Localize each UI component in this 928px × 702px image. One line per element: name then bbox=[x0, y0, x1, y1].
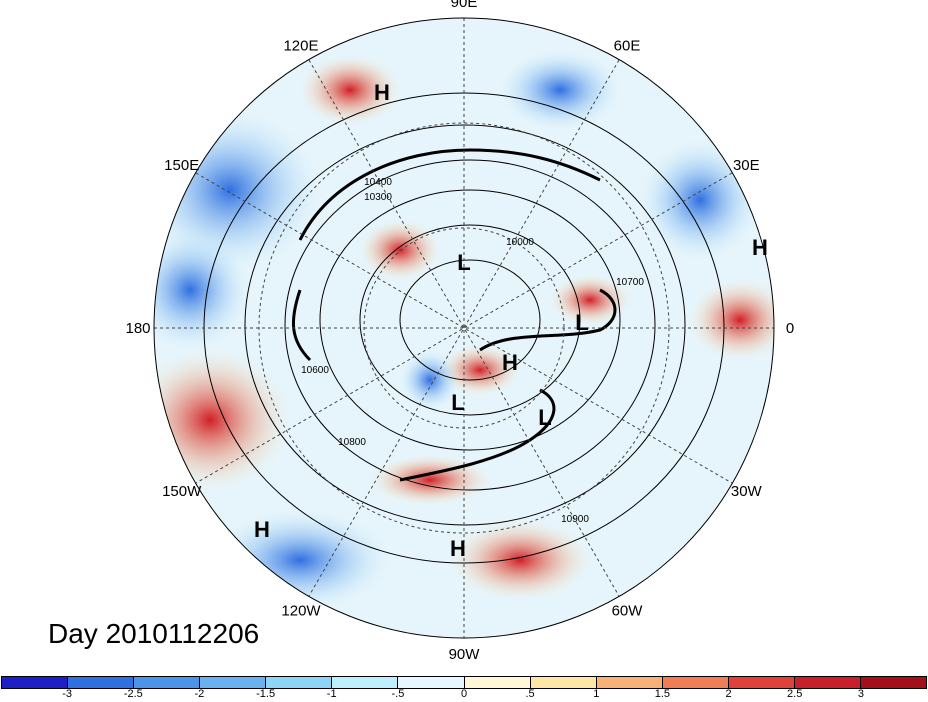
colorbar-cell bbox=[398, 677, 465, 688]
high-pressure-center: H bbox=[752, 235, 768, 260]
colorbar-tick-label: -3 bbox=[62, 688, 72, 700]
longitude-label: 90E bbox=[451, 0, 478, 11]
colorbar-tick-label: 0 bbox=[460, 688, 468, 700]
colorbar-tick-label: -.5 bbox=[391, 688, 405, 700]
low-pressure-center: L bbox=[575, 310, 588, 335]
map-boundary bbox=[153, 17, 775, 639]
contour-label: 10900 bbox=[561, 514, 589, 525]
colorbar-cell bbox=[530, 677, 597, 688]
low-pressure-center: L bbox=[451, 390, 464, 415]
colorbar-cell bbox=[68, 677, 135, 688]
high-pressure-center: H bbox=[374, 80, 390, 105]
colorbar-tick-label: 1 bbox=[593, 688, 600, 700]
colorbar-cell bbox=[2, 677, 69, 688]
contour-label: 10800 bbox=[338, 437, 366, 448]
colorbar-tick-label: 1.5 bbox=[654, 688, 671, 700]
longitude-label: 150W bbox=[162, 483, 202, 500]
colorbar-cell bbox=[464, 677, 531, 688]
colorbar-cell bbox=[332, 677, 399, 688]
colorbar-tick-label: .5 bbox=[525, 688, 535, 700]
colorbar-tick-label: -1.5 bbox=[256, 688, 276, 700]
high-pressure-center: H bbox=[450, 536, 466, 561]
longitude-label: 30W bbox=[731, 483, 763, 500]
contour-label: 10300 bbox=[364, 192, 392, 203]
graticule bbox=[154, 18, 774, 638]
anomaly-patches bbox=[154, 50, 774, 610]
colorbar-tick-label: 3 bbox=[857, 688, 864, 700]
longitude-label: 120W bbox=[281, 602, 321, 619]
longitude-label: 60E bbox=[614, 38, 641, 55]
longitude-label: 30E bbox=[733, 157, 760, 174]
contour-label: 10000 bbox=[506, 237, 534, 248]
colorbar bbox=[1, 676, 927, 689]
contour-label: 10600 bbox=[301, 365, 329, 376]
high-pressure-center: H bbox=[254, 517, 270, 542]
colorbar-cell bbox=[266, 677, 333, 688]
low-pressure-center: L bbox=[538, 405, 551, 430]
colorbar-cell bbox=[728, 677, 795, 688]
anomaly-field bbox=[154, 18, 774, 638]
colorbar-cell bbox=[134, 677, 201, 688]
contour-label: 10700 bbox=[616, 277, 644, 288]
longitude-label: 120E bbox=[283, 38, 318, 55]
pressure-center-labels: H L L H L L H H H bbox=[254, 80, 768, 561]
colorbar-cell bbox=[200, 677, 267, 688]
longitude-label: 180 bbox=[125, 320, 150, 337]
jet-contours bbox=[291, 148, 617, 482]
colorbar-tick-label: -2 bbox=[194, 688, 205, 700]
contour-label: 10400 bbox=[364, 177, 392, 188]
colorbar-tick-label: -1 bbox=[326, 688, 337, 700]
colorbar-tick-label: 2 bbox=[725, 688, 732, 700]
longitude-label: 150E bbox=[164, 157, 199, 174]
colorbar-tick-labels: -3 -2.5 -2 -1.5 -1 -.5 0 .5 1 1.5 2 2.5 3 bbox=[0, 688, 928, 702]
longitude-label: 60W bbox=[612, 602, 644, 619]
colorbar-tick-label: 2.5 bbox=[787, 688, 803, 700]
colorbar-cell bbox=[861, 677, 927, 688]
contour-labels: 10000 10300 10400 10600 10700 10800 10900 bbox=[301, 177, 644, 525]
colorbar-tick-label: -2.5 bbox=[123, 688, 143, 700]
longitude-labels: 90E 60E 30E 0 30W 60W 90W 120W 150W 180 150E 120E bbox=[125, 0, 794, 663]
colorbar-cell bbox=[662, 677, 729, 688]
date-label: Day 2010112206 bbox=[48, 618, 260, 649]
low-pressure-center: L bbox=[457, 250, 470, 275]
polar-map: 90E 60E 30E 0 30W 60W 90W 120W 150W 180 150E 120E 1… bbox=[125, 0, 794, 663]
colorbar-cell bbox=[794, 677, 862, 688]
longitude-label: 90W bbox=[449, 646, 481, 663]
longitude-label: 0 bbox=[786, 320, 794, 337]
high-pressure-center: H bbox=[502, 350, 518, 375]
colorbar-cell bbox=[596, 677, 663, 688]
